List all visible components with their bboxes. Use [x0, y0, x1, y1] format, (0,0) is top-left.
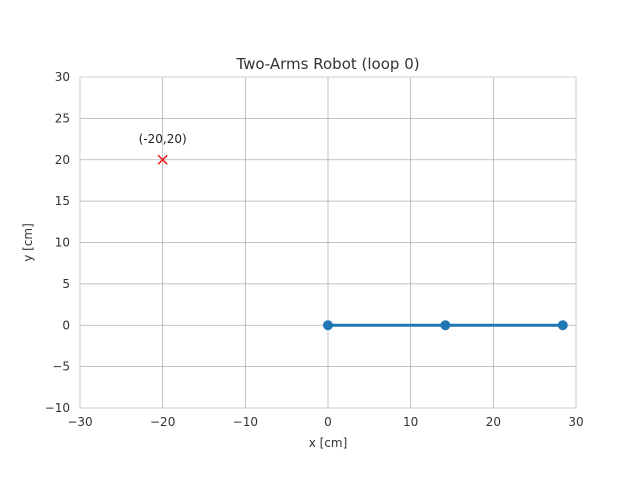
x-tick-label: 0	[324, 415, 332, 429]
y-tick-label: 10	[55, 236, 70, 250]
y-tick-label: 30	[55, 70, 70, 84]
y-tick-label: 5	[62, 277, 70, 291]
joint-point	[323, 320, 333, 331]
x-tick-label: −30	[67, 415, 92, 429]
robot-arm-series	[323, 320, 568, 331]
x-tick-label: −10	[233, 415, 258, 429]
y-axis-label: y [cm]	[21, 223, 35, 262]
y-tick-label: 0	[62, 318, 70, 332]
y-tick-label: 25	[55, 111, 70, 125]
plot-frame	[79, 76, 577, 409]
y-tick-label: 20	[55, 153, 70, 167]
joint-point	[557, 320, 568, 331]
chart-title: Two-Arms Robot (loop 0)	[235, 55, 419, 73]
x-tick-label: 20	[486, 415, 501, 429]
y-tick-label: −10	[45, 401, 70, 415]
joint-point	[440, 320, 451, 331]
target-marker-stroke	[157, 154, 168, 165]
target-point: (-20,20)	[139, 132, 187, 165]
target-label: (-20,20)	[139, 132, 187, 146]
y-tick-label: 15	[55, 194, 70, 208]
x-axis-label: x [cm]	[309, 436, 348, 450]
x-tick-label: −20	[150, 415, 175, 429]
y-axis: −10 −5 0 5 10 15 20 25 30	[45, 70, 70, 415]
x-axis: −30 −20 −10 0 10 20 30	[67, 415, 583, 429]
x-tick-label: 30	[568, 415, 583, 429]
y-tick-label: −5	[52, 360, 70, 374]
x-tick-label: 10	[403, 415, 418, 429]
